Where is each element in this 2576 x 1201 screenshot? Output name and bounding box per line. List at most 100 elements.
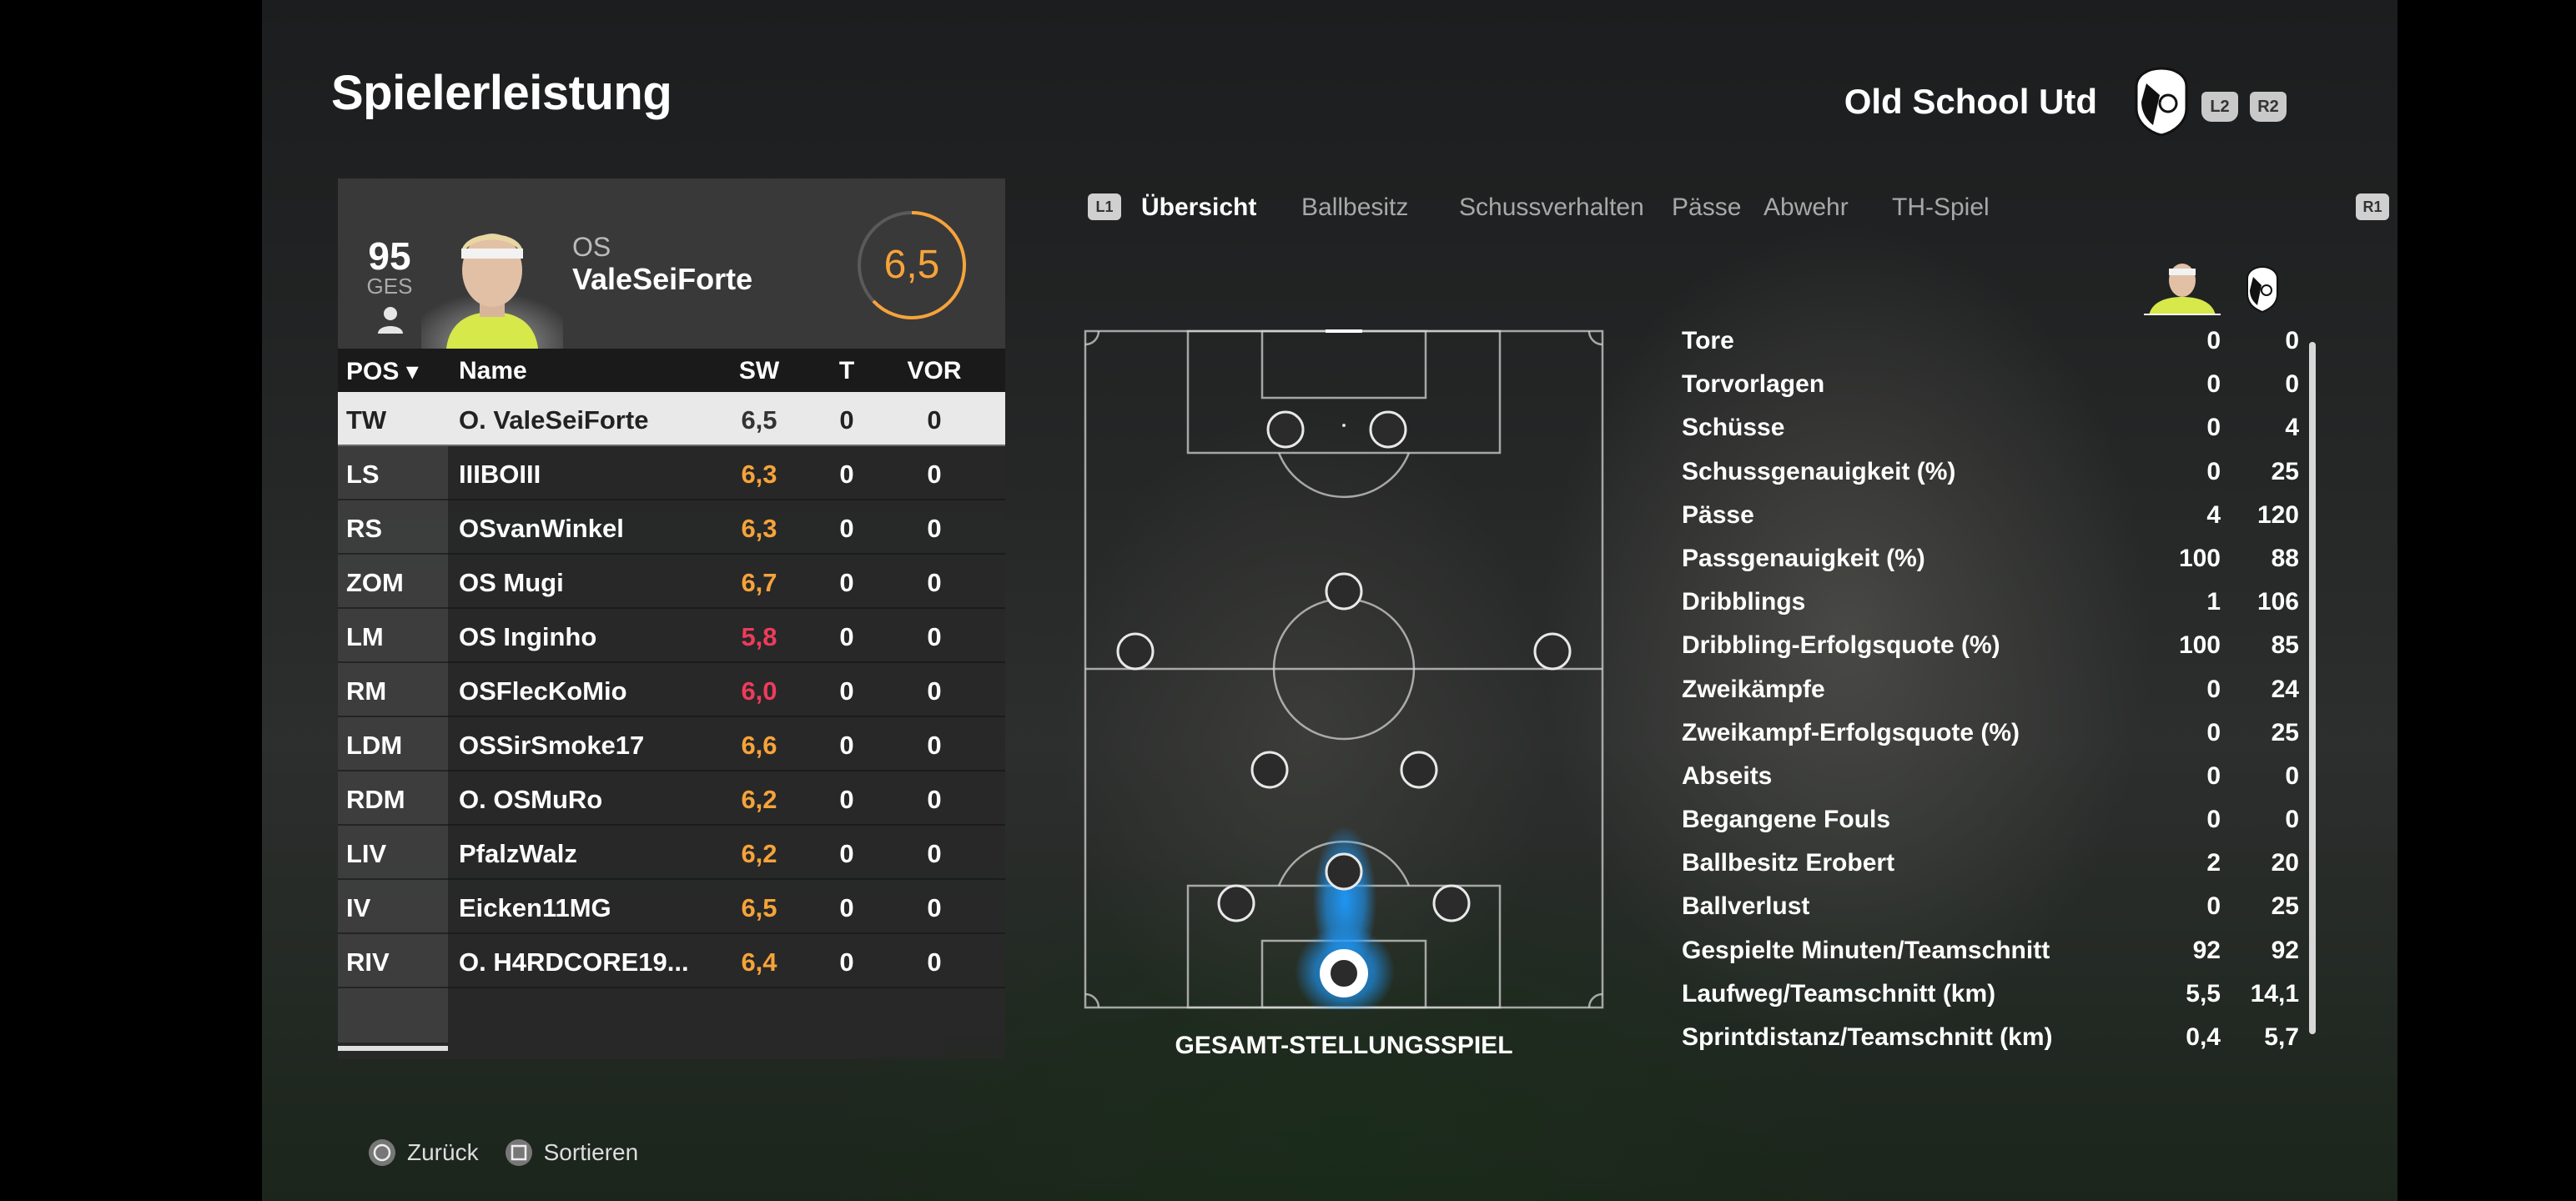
row-name: OSvanWinkel	[459, 514, 624, 543]
row-goals: 0	[839, 676, 854, 706]
stat-row: Schussgenauigkeit (%) 0 25	[1682, 453, 2299, 496]
stats-scrollbar[interactable]	[2309, 342, 2316, 1034]
stat-row: Begangene Fouls 0 0	[1682, 801, 2299, 844]
r2-button[interactable]: R2	[2250, 92, 2287, 122]
stat-team-value: 25	[2271, 457, 2299, 485]
header-t[interactable]: T	[838, 357, 855, 384]
stat-label: Laufweg/Teamschnitt (km)	[1682, 979, 1996, 1008]
row-pos: RDM	[346, 785, 405, 814]
stat-player-value: 100	[2178, 631, 2221, 660]
stat-label: Schüsse	[1682, 414, 1785, 442]
club-crest-icon	[2246, 265, 2278, 314]
stats-list: Tore 0 0 Torvorlagen 0 0 Schüsse 0 4 Schussgenaui…	[1682, 322, 2299, 1062]
l1-button[interactable]: L1	[1088, 193, 1121, 220]
stat-label: Dribbling-Erfolgsquote (%)	[1682, 631, 2000, 660]
row-goals: 0	[839, 731, 854, 760]
row-pos: IV	[346, 893, 371, 922]
stat-row: Tore 0 0	[1682, 322, 2299, 365]
stat-player-value: 0	[2206, 414, 2221, 442]
table-row[interactable]: RS OSvanWinkel 6,3 0 0	[338, 500, 1005, 555]
table-row[interactable]: LM OS Inginho 5,8 0 0	[338, 609, 1005, 663]
table-row[interactable]: IV Eicken11MG 6,5 0 0	[338, 880, 1005, 934]
tab-ballbesitz[interactable]: Ballbesitz	[1301, 193, 1409, 221]
tab-schussverhalten[interactable]: Schussverhalten	[1459, 193, 1644, 221]
row-name: OSFlecKoMio	[459, 676, 627, 706]
table-row[interactable]: RDM O. OSMuRo 6,2 0 0	[338, 771, 1005, 826]
stat-row: Pässe 4 120	[1682, 496, 2299, 540]
header-vor[interactable]: VOR	[907, 357, 962, 384]
sort-control[interactable]: Sortieren	[504, 1138, 638, 1168]
back-control[interactable]: Zurück	[367, 1138, 479, 1168]
r1-button[interactable]: R1	[2356, 193, 2389, 220]
stat-row: Laufweg/Teamschnitt (km) 5,5 14,1	[1682, 975, 2299, 1018]
stat-label: Tore	[1682, 327, 1734, 354]
row-goals: 0	[839, 460, 854, 489]
header-pos[interactable]: POS ▾	[346, 358, 419, 385]
tab-th-spiel[interactable]: TH-Spiel	[1892, 193, 1990, 221]
club-crest-icon	[2135, 67, 2188, 137]
row-name: OS Mugi	[459, 568, 564, 597]
table-row[interactable]: RIV O. H4RDCORE19... 6,4 0 0	[338, 934, 1005, 988]
row-rating: 6,3	[741, 460, 777, 489]
row-goals: 0	[839, 405, 854, 435]
stat-label: Abseits	[1682, 761, 1773, 790]
club-name: Old School Utd	[1844, 82, 2097, 121]
table-row[interactable]: ZOM OS Mugi 6,7 0 0	[338, 555, 1005, 609]
stat-player-value: 0	[2206, 892, 2221, 921]
row-goals: 0	[839, 839, 854, 868]
stat-row: Dribbling-Erfolgsquote (%) 100 85	[1682, 626, 2299, 670]
stat-player-value: 100	[2178, 544, 2221, 572]
stat-player-value: 4	[2206, 500, 2221, 529]
row-rating: 6,0	[741, 676, 777, 706]
table-row[interactable]: LIV PfalzWalz 6,2 0 0	[338, 826, 1005, 880]
circle-button-icon	[369, 1139, 395, 1166]
row-goals: 0	[839, 785, 854, 814]
stat-player-value: 0	[2206, 718, 2221, 746]
l2-button[interactable]: L2	[2201, 92, 2238, 122]
tab-uebersicht[interactable]: Übersicht	[1141, 193, 1257, 221]
row-assists: 0	[927, 947, 942, 977]
player-panel: 95 GES OS ValeSe	[338, 178, 1005, 1059]
row-goals: 0	[839, 514, 854, 543]
stat-row: Zweikämpfe 0 24	[1682, 671, 2299, 714]
row-pos: LM	[346, 622, 384, 651]
positioning-pitch	[1084, 329, 1604, 1009]
tab-paesse[interactable]: Pässe	[1672, 193, 1742, 221]
player-rating: 6,5	[883, 243, 940, 287]
player-marker	[1369, 410, 1407, 449]
header-sw[interactable]: SW	[738, 357, 780, 384]
stat-label: Gespielte Minuten/Teamschnitt	[1682, 936, 2050, 964]
stat-label: Passgenauigkeit (%)	[1682, 544, 1925, 572]
tab-abwehr[interactable]: Abwehr	[1763, 193, 1849, 221]
player-header-card: 95 GES OS ValeSe	[338, 178, 1005, 349]
row-pos: RIV	[346, 947, 390, 977]
stat-team-value: 25	[2271, 718, 2299, 746]
row-rating: 6,2	[741, 785, 777, 814]
stat-team-value: 120	[2257, 500, 2299, 529]
row-assists: 0	[927, 568, 942, 597]
player-marker	[1325, 852, 1363, 891]
list-scroll-indicator[interactable]	[338, 1046, 448, 1051]
table-row[interactable]: LS IIIBOIII 6,3 0 0	[338, 446, 1005, 500]
table-header: POS ▾ Name SW T VOR	[338, 349, 1005, 392]
row-assists: 0	[927, 893, 942, 922]
row-rating: 6,5	[741, 893, 777, 922]
row-pos: LIV	[346, 839, 387, 868]
table-row[interactable]: TW O. ValeSeiForte 6,5 0 0	[338, 392, 1005, 446]
table-row[interactable]: RM OSFlecKoMio 6,0 0 0	[338, 663, 1005, 717]
header-name[interactable]: Name	[459, 357, 527, 384]
stat-label: Torvorlagen	[1682, 370, 1825, 399]
player-mini-avatar	[2144, 264, 2221, 315]
stat-team-value: 85	[2271, 631, 2299, 660]
stat-team-value: 92	[2271, 936, 2299, 964]
stat-label: Zweikampf-Erfolgsquote (%)	[1682, 718, 2020, 746]
stat-team-value: 106	[2257, 588, 2299, 616]
stat-label: Dribblings	[1682, 588, 1806, 616]
stat-player-value: 0	[2206, 761, 2221, 790]
row-pos: RM	[346, 676, 387, 706]
table-row[interactable]: LDM OSSirSmoke17 6,6 0 0	[338, 717, 1005, 771]
stat-row: Gespielte Minuten/Teamschnitt 92 92	[1682, 932, 2299, 975]
user-icon	[378, 307, 403, 334]
row-name: O. ValeSeiForte	[459, 405, 649, 435]
stat-player-value: 0	[2206, 370, 2221, 399]
